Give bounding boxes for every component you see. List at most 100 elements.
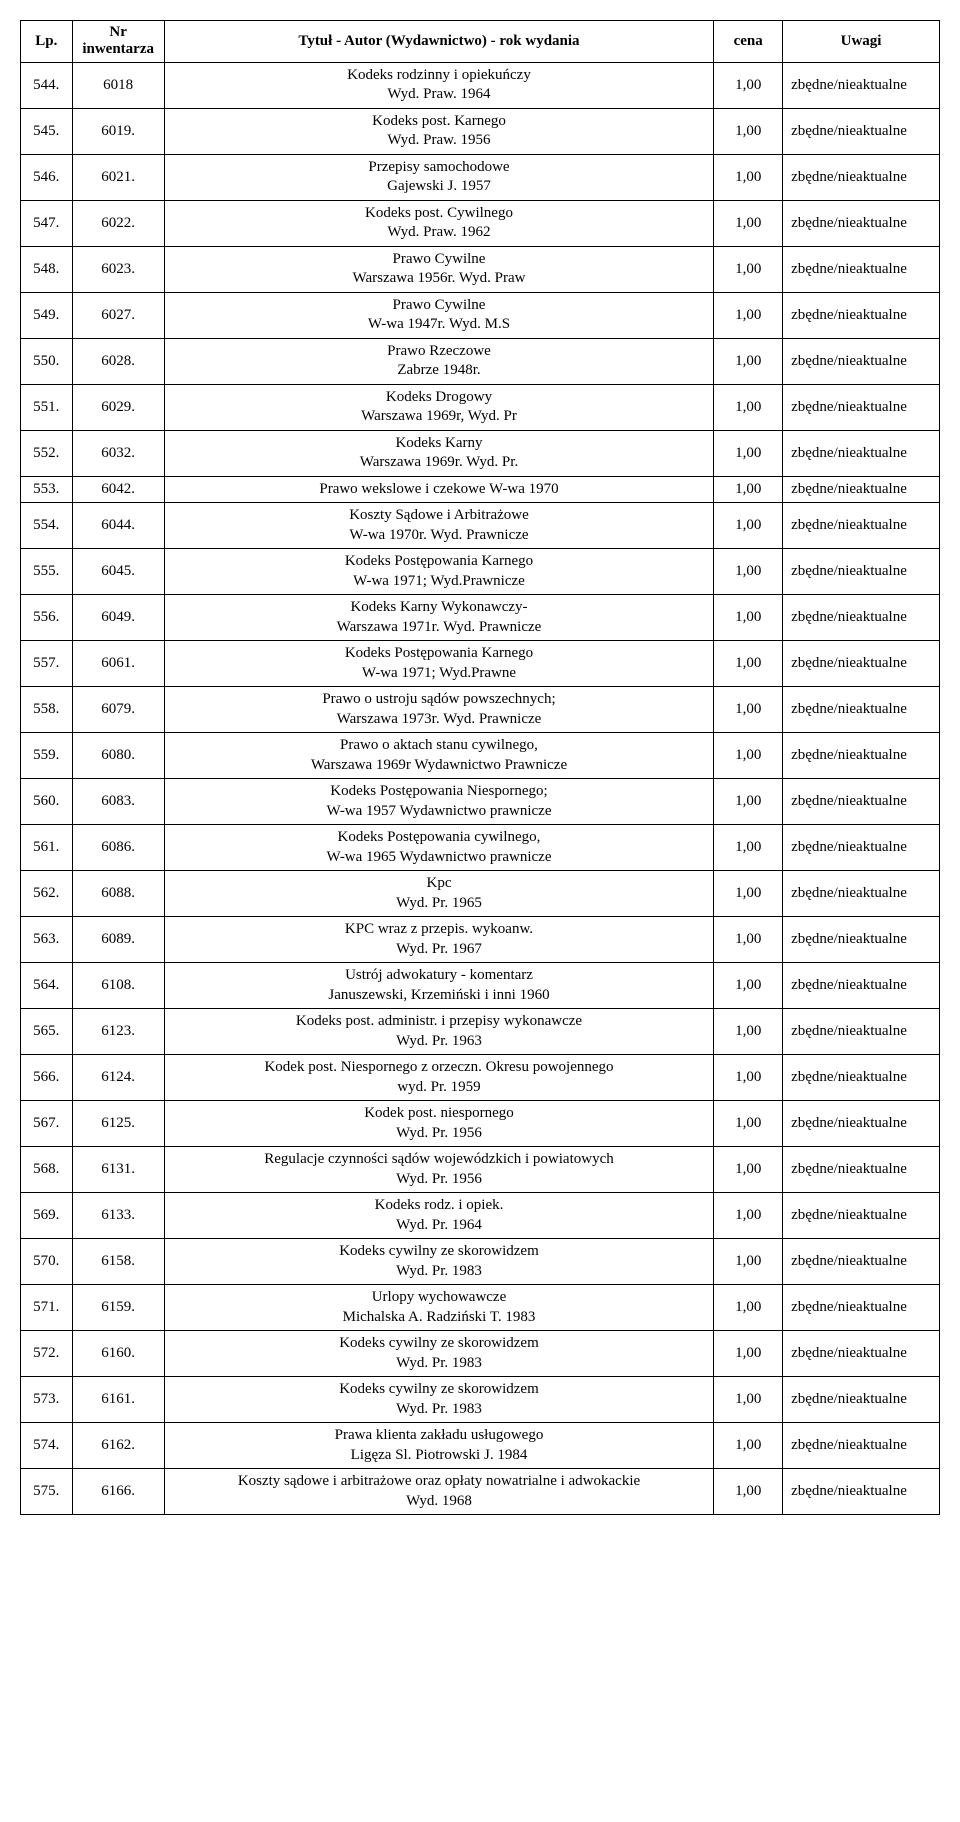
cell-inv: 6089. [72,917,164,963]
cell-inv: 6080. [72,733,164,779]
cell-lp: 544. [21,62,73,108]
cell-price: 1,00 [714,687,783,733]
cell-price: 1,00 [714,338,783,384]
header-inv: Nr inwentarza [72,21,164,63]
cell-notes: zbędne/nieaktualne [783,1331,940,1377]
cell-inv: 6022. [72,200,164,246]
cell-price: 1,00 [714,779,783,825]
cell-lp: 555. [21,549,73,595]
table-row: 558.6079.Prawo o ustroju sądów powszechn… [21,687,940,733]
cell-notes: zbędne/nieaktualne [783,1423,940,1469]
cell-price: 1,00 [714,1377,783,1423]
cell-lp: 551. [21,384,73,430]
table-row: 552.6032.Kodeks KarnyWarszawa 1969r. Wyd… [21,430,940,476]
cell-notes: zbędne/nieaktualne [783,62,940,108]
cell-lp: 574. [21,1423,73,1469]
cell-notes: zbędne/nieaktualne [783,430,940,476]
cell-lp: 557. [21,641,73,687]
cell-notes: zbędne/nieaktualne [783,779,940,825]
cell-notes: zbędne/nieaktualne [783,917,940,963]
table-row: 549.6027.Prawo CywilneW-wa 1947r. Wyd. M… [21,292,940,338]
cell-inv: 6088. [72,871,164,917]
table-row: 555.6045.Kodeks Postępowania KarnegoW-wa… [21,549,940,595]
cell-inv: 6029. [72,384,164,430]
header-price: cena [714,21,783,63]
table-row: 548.6023.Prawo CywilneWarszawa 1956r. Wy… [21,246,940,292]
cell-notes: zbędne/nieaktualne [783,963,940,1009]
cell-inv: 6042. [72,476,164,503]
cell-price: 1,00 [714,1009,783,1055]
cell-lp: 550. [21,338,73,384]
cell-notes: zbędne/nieaktualne [783,825,940,871]
cell-inv: 6161. [72,1377,164,1423]
cell-price: 1,00 [714,1285,783,1331]
table-row: 568.6131.Regulacje czynności sądów wojew… [21,1147,940,1193]
table-row: 574.6162.Prawa klienta zakładu usługoweg… [21,1423,940,1469]
cell-price: 1,00 [714,1469,783,1515]
cell-inv: 6061. [72,641,164,687]
cell-price: 1,00 [714,476,783,503]
cell-title: Prawo wekslowe i czekowe W-wa 1970 [164,476,714,503]
cell-price: 1,00 [714,595,783,641]
table-row: 571.6159.Urlopy wychowawczeMichalska A. … [21,1285,940,1331]
cell-notes: zbędne/nieaktualne [783,200,940,246]
table-row: 547.6022.Kodeks post. CywilnegoWyd. Praw… [21,200,940,246]
table-row: 553.6042.Prawo wekslowe i czekowe W-wa 1… [21,476,940,503]
cell-title: Kodeks post. CywilnegoWyd. Praw. 1962 [164,200,714,246]
cell-price: 1,00 [714,1055,783,1101]
table-row: 564.6108.Ustrój adwokatury - komentarzJa… [21,963,940,1009]
cell-title: Kodeks Postępowania KarnegoW-wa 1971; Wy… [164,549,714,595]
cell-notes: zbędne/nieaktualne [783,154,940,200]
cell-title: Kodek post. niespornegoWyd. Pr. 1956 [164,1101,714,1147]
table-row: 566.6124.Kodek post. Niespornego z orzec… [21,1055,940,1101]
cell-lp: 563. [21,917,73,963]
cell-lp: 568. [21,1147,73,1193]
cell-title: KpcWyd. Pr. 1965 [164,871,714,917]
table-row: 550.6028.Prawo RzeczoweZabrze 1948r.1,00… [21,338,940,384]
table-row: 565.6123.Kodeks post. administr. i przep… [21,1009,940,1055]
cell-notes: zbędne/nieaktualne [783,1055,940,1101]
cell-price: 1,00 [714,430,783,476]
header-title: Tytuł - Autor (Wydawnictwo) - rok wydani… [164,21,714,63]
cell-lp: 548. [21,246,73,292]
cell-notes: zbędne/nieaktualne [783,1101,940,1147]
cell-price: 1,00 [714,1147,783,1193]
cell-notes: zbędne/nieaktualne [783,1193,940,1239]
cell-notes: zbędne/nieaktualne [783,1469,940,1515]
cell-lp: 546. [21,154,73,200]
cell-title: Kodeks Postępowania cywilnego,W-wa 1965 … [164,825,714,871]
cell-notes: zbędne/nieaktualne [783,687,940,733]
table-row: 551.6029.Kodeks DrogowyWarszawa 1969r, W… [21,384,940,430]
cell-inv: 6131. [72,1147,164,1193]
cell-price: 1,00 [714,825,783,871]
cell-title: Prawo CywilneW-wa 1947r. Wyd. M.S [164,292,714,338]
cell-price: 1,00 [714,1423,783,1469]
table-row: 557.6061.Kodeks Postępowania KarnegoW-wa… [21,641,940,687]
cell-title: Urlopy wychowawczeMichalska A. Radziński… [164,1285,714,1331]
cell-inv: 6159. [72,1285,164,1331]
cell-title: Kodeks Postępowania KarnegoW-wa 1971; Wy… [164,641,714,687]
cell-title: Przepisy samochodoweGajewski J. 1957 [164,154,714,200]
cell-notes: zbędne/nieaktualne [783,246,940,292]
cell-notes: zbędne/nieaktualne [783,595,940,641]
table-row: 563.6089.KPC wraz z przepis. wykoanw.Wyd… [21,917,940,963]
cell-notes: zbędne/nieaktualne [783,641,940,687]
cell-lp: 560. [21,779,73,825]
cell-lp: 553. [21,476,73,503]
cell-title: Koszty Sądowe i ArbitrażoweW-wa 1970r. W… [164,503,714,549]
cell-title: KPC wraz z przepis. wykoanw.Wyd. Pr. 196… [164,917,714,963]
cell-inv: 6079. [72,687,164,733]
cell-title: Prawo CywilneWarszawa 1956r. Wyd. Praw [164,246,714,292]
cell-title: Kodeks Karny Wykonawczy-Warszawa 1971r. … [164,595,714,641]
cell-title: Kodeks rodzinny i opiekuńczyWyd. Praw. 1… [164,62,714,108]
cell-inv: 6108. [72,963,164,1009]
cell-notes: zbędne/nieaktualne [783,476,940,503]
table-header: Lp. Nr inwentarza Tytuł - Autor (Wydawni… [21,21,940,63]
cell-title: Kodeks rodz. i opiek.Wyd. Pr. 1964 [164,1193,714,1239]
table-row: 560.6083.Kodeks Postępowania Niespornego… [21,779,940,825]
cell-inv: 6162. [72,1423,164,1469]
cell-lp: 565. [21,1009,73,1055]
cell-title: Kodeks cywilny ze skorowidzemWyd. Pr. 19… [164,1239,714,1285]
cell-title: Ustrój adwokatury - komentarzJanuszewski… [164,963,714,1009]
table-row: 575.6166.Koszty sądowe i arbitrażowe ora… [21,1469,940,1515]
